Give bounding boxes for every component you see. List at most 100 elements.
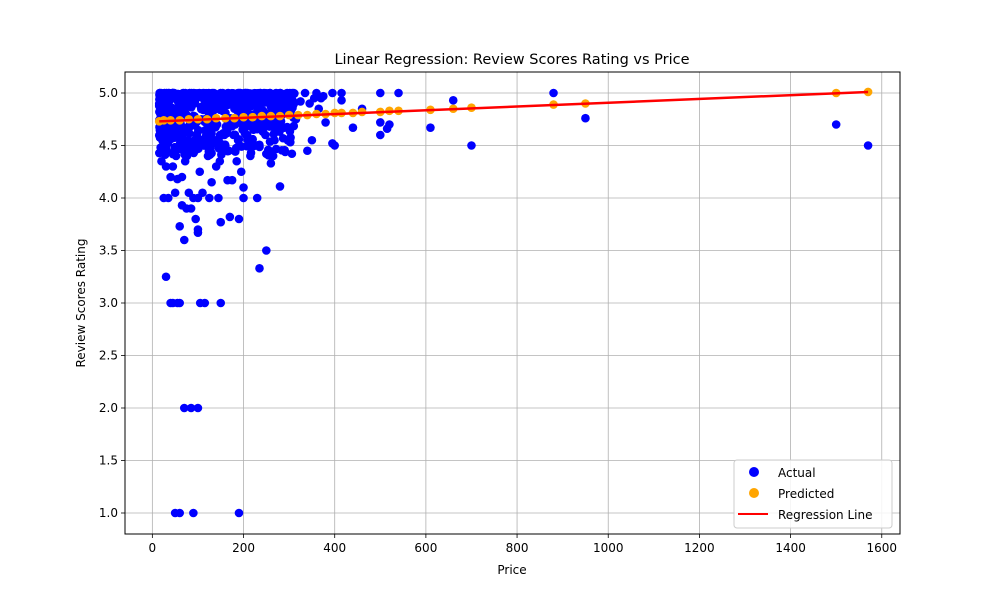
data-point-actual — [549, 88, 558, 98]
data-point-actual — [280, 123, 289, 133]
data-point-actual — [266, 159, 276, 168]
data-point-actual — [251, 141, 261, 150]
data-point-actual — [166, 125, 175, 135]
data-point-actual — [319, 91, 328, 101]
data-point-actual — [287, 149, 297, 159]
data-point-actual — [161, 272, 171, 282]
data-point-actual — [203, 151, 213, 161]
data-point-actual — [225, 212, 235, 222]
x-tick-label: 1200 — [684, 541, 715, 555]
data-point-actual — [270, 135, 279, 145]
data-point-actual — [265, 120, 275, 129]
data-point-actual — [382, 124, 392, 133]
x-tick-label: 200 — [232, 541, 255, 555]
data-point-actual — [189, 99, 199, 108]
x-tick-label: 0 — [149, 541, 157, 555]
data-point-actual — [195, 167, 205, 177]
data-point-actual — [166, 172, 175, 182]
data-point-actual — [268, 151, 278, 161]
data-point-actual — [179, 235, 189, 245]
data-point-actual — [157, 156, 166, 166]
legend-label-regression-line: Regression Line — [778, 508, 872, 522]
data-point-actual — [162, 146, 172, 156]
y-axis-label: Review Scores Rating — [74, 239, 88, 368]
axis-ticks: 0 200 400 600 800 1000 1200 1400 1600 1.0 1.5 2.0 2.… — [99, 86, 897, 555]
data-point-actual — [216, 298, 226, 308]
regression-line — [159, 90, 869, 123]
data-point-actual — [178, 88, 188, 98]
data-point-actual — [220, 130, 229, 140]
plot-area — [154, 87, 873, 518]
data-point-actual — [256, 118, 266, 127]
data-point-actual — [173, 174, 182, 184]
data-point-actual — [233, 135, 243, 145]
data-point-actual — [375, 88, 385, 98]
legend-label-actual: Actual — [778, 466, 816, 480]
data-point-actual — [296, 97, 305, 106]
data-point-actual — [184, 188, 194, 198]
data-point-actual — [236, 167, 246, 177]
y-tick-label: 2.5 — [99, 349, 118, 363]
y-tick-label: 5.0 — [99, 86, 118, 100]
y-tick-label: 1.0 — [99, 506, 118, 520]
data-point-actual — [235, 89, 244, 98]
data-point-actual — [287, 93, 296, 103]
data-point-actual — [210, 135, 220, 145]
data-point-actual — [284, 135, 294, 145]
data-point-actual — [271, 125, 280, 135]
y-tick-label: 4.0 — [99, 191, 118, 205]
data-point-actual — [247, 122, 257, 131]
data-point-actual — [171, 151, 181, 161]
data-point-actual — [224, 146, 234, 156]
data-point-actual — [328, 139, 337, 148]
data-point-actual — [168, 162, 178, 171]
data-point-actual — [232, 156, 241, 166]
data-point-actual — [176, 97, 186, 107]
data-point-actual — [212, 120, 222, 129]
data-point-actual — [337, 96, 346, 105]
data-point-actual — [253, 104, 263, 114]
data-point-actual — [169, 89, 179, 99]
data-point-actual — [863, 141, 873, 150]
data-point-actual — [231, 143, 241, 153]
data-point-actual — [186, 403, 196, 413]
data-point-actual — [337, 88, 346, 98]
data-point-actual — [217, 104, 226, 114]
data-point-actual — [252, 193, 262, 203]
y-tick-label: 3.0 — [99, 296, 118, 310]
x-tick-label: 800 — [506, 541, 529, 555]
data-point-actual — [300, 88, 310, 98]
data-point-actual — [581, 113, 590, 123]
data-point-actual — [201, 104, 211, 114]
data-point-actual — [195, 298, 205, 308]
data-point-actual — [231, 120, 240, 129]
data-point-actual — [176, 141, 185, 150]
data-point-actual — [258, 93, 267, 103]
data-point-actual — [160, 135, 170, 145]
data-point-actual — [214, 193, 223, 203]
x-tick-label: 1400 — [775, 541, 806, 555]
data-point-actual — [216, 217, 226, 227]
data-point-actual — [831, 120, 841, 129]
data-point-actual — [348, 123, 358, 132]
data-point-actual — [155, 88, 165, 98]
data-point-actual — [241, 88, 251, 98]
x-tick-label: 1000 — [593, 541, 624, 555]
data-point-actual — [180, 150, 189, 159]
data-point-actual — [328, 88, 337, 98]
data-point-actual — [240, 97, 249, 106]
data-point-actual — [280, 145, 289, 155]
x-tick-label: 400 — [323, 541, 346, 555]
data-point-actual — [426, 123, 435, 132]
data-point-actual — [239, 193, 248, 203]
data-point-actual — [170, 508, 180, 518]
data-point-actual — [307, 135, 317, 145]
data-point-actual — [223, 175, 232, 185]
data-point-actual — [158, 99, 167, 108]
data-point-actual — [234, 214, 244, 224]
data-point-actual — [174, 130, 184, 140]
data-point-actual — [179, 403, 189, 413]
data-point-actual — [208, 93, 217, 103]
data-point-actual — [199, 141, 208, 150]
data-point-actual — [375, 118, 385, 127]
